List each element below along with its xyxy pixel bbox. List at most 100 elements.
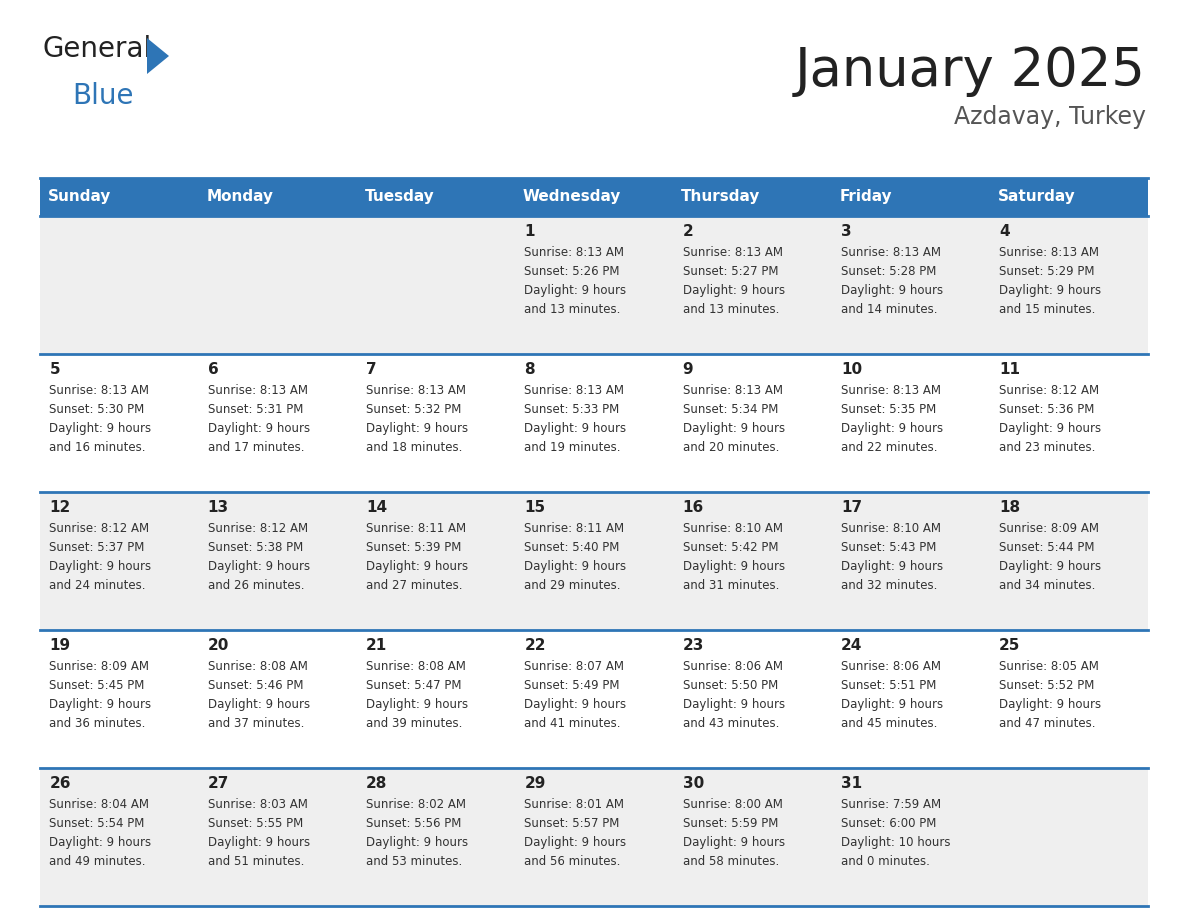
Text: Daylight: 9 hours: Daylight: 9 hours xyxy=(366,560,468,573)
Bar xyxy=(674,630,832,768)
Text: and 51 minutes.: and 51 minutes. xyxy=(208,855,304,868)
Text: and 37 minutes.: and 37 minutes. xyxy=(208,717,304,730)
Bar xyxy=(40,178,198,216)
Text: Sunrise: 8:02 AM: Sunrise: 8:02 AM xyxy=(366,798,466,811)
Text: Sunset: 5:31 PM: Sunset: 5:31 PM xyxy=(208,403,303,416)
Text: 6: 6 xyxy=(208,362,219,377)
Bar xyxy=(832,354,990,492)
Text: Sunset: 5:37 PM: Sunset: 5:37 PM xyxy=(50,541,145,554)
Text: 15: 15 xyxy=(524,500,545,515)
Text: 19: 19 xyxy=(50,638,70,653)
Text: Sunset: 5:30 PM: Sunset: 5:30 PM xyxy=(50,403,145,416)
Text: Daylight: 9 hours: Daylight: 9 hours xyxy=(999,422,1101,435)
Text: Daylight: 9 hours: Daylight: 9 hours xyxy=(208,560,310,573)
Text: and 36 minutes.: and 36 minutes. xyxy=(50,717,146,730)
Text: Daylight: 9 hours: Daylight: 9 hours xyxy=(841,422,943,435)
Text: 17: 17 xyxy=(841,500,862,515)
Text: 24: 24 xyxy=(841,638,862,653)
Bar xyxy=(198,768,356,906)
Text: Sunrise: 8:11 AM: Sunrise: 8:11 AM xyxy=(366,522,466,535)
Text: 2: 2 xyxy=(683,224,694,239)
Text: 16: 16 xyxy=(683,500,703,515)
Text: 31: 31 xyxy=(841,776,862,791)
Text: Sunday: Sunday xyxy=(48,189,112,205)
Text: Sunset: 5:38 PM: Sunset: 5:38 PM xyxy=(208,541,303,554)
Text: and 45 minutes.: and 45 minutes. xyxy=(841,717,937,730)
Text: Sunset: 5:46 PM: Sunset: 5:46 PM xyxy=(208,679,303,692)
Text: Daylight: 9 hours: Daylight: 9 hours xyxy=(841,698,943,711)
Bar xyxy=(356,768,514,906)
Bar xyxy=(356,630,514,768)
Text: Daylight: 9 hours: Daylight: 9 hours xyxy=(683,422,785,435)
Text: Daylight: 9 hours: Daylight: 9 hours xyxy=(524,836,626,849)
Bar xyxy=(514,630,674,768)
Text: 1: 1 xyxy=(524,224,535,239)
Text: 13: 13 xyxy=(208,500,229,515)
Text: Sunrise: 8:13 AM: Sunrise: 8:13 AM xyxy=(524,384,625,397)
Text: 27: 27 xyxy=(208,776,229,791)
Text: 14: 14 xyxy=(366,500,387,515)
Text: Sunset: 5:34 PM: Sunset: 5:34 PM xyxy=(683,403,778,416)
Bar xyxy=(514,178,674,216)
Text: Sunset: 5:28 PM: Sunset: 5:28 PM xyxy=(841,265,936,278)
Text: 8: 8 xyxy=(524,362,535,377)
Text: Sunrise: 8:13 AM: Sunrise: 8:13 AM xyxy=(208,384,308,397)
Bar xyxy=(198,178,356,216)
Text: Sunrise: 8:08 AM: Sunrise: 8:08 AM xyxy=(208,660,308,673)
Text: Sunrise: 8:09 AM: Sunrise: 8:09 AM xyxy=(999,522,1099,535)
Bar xyxy=(674,492,832,630)
Bar xyxy=(198,492,356,630)
Bar xyxy=(990,354,1148,492)
Text: 9: 9 xyxy=(683,362,694,377)
Text: Sunset: 5:45 PM: Sunset: 5:45 PM xyxy=(50,679,145,692)
Text: 29: 29 xyxy=(524,776,545,791)
Text: Sunset: 5:39 PM: Sunset: 5:39 PM xyxy=(366,541,461,554)
Bar xyxy=(990,768,1148,906)
Bar xyxy=(40,768,198,906)
Text: and 18 minutes.: and 18 minutes. xyxy=(366,441,462,454)
Bar xyxy=(40,630,198,768)
Text: 25: 25 xyxy=(999,638,1020,653)
Text: 28: 28 xyxy=(366,776,387,791)
Bar xyxy=(356,216,514,354)
Text: and 58 minutes.: and 58 minutes. xyxy=(683,855,779,868)
Text: 3: 3 xyxy=(841,224,852,239)
Text: Sunrise: 8:12 AM: Sunrise: 8:12 AM xyxy=(50,522,150,535)
Bar xyxy=(832,216,990,354)
Text: 23: 23 xyxy=(683,638,704,653)
Text: Sunrise: 8:10 AM: Sunrise: 8:10 AM xyxy=(683,522,783,535)
Text: 12: 12 xyxy=(50,500,71,515)
Text: Sunrise: 8:13 AM: Sunrise: 8:13 AM xyxy=(524,246,625,259)
Text: Sunrise: 8:12 AM: Sunrise: 8:12 AM xyxy=(999,384,1099,397)
Text: and 34 minutes.: and 34 minutes. xyxy=(999,579,1095,592)
Text: Daylight: 9 hours: Daylight: 9 hours xyxy=(683,284,785,297)
Text: Daylight: 9 hours: Daylight: 9 hours xyxy=(50,698,152,711)
Bar xyxy=(832,630,990,768)
Text: Daylight: 9 hours: Daylight: 9 hours xyxy=(999,560,1101,573)
Text: and 0 minutes.: and 0 minutes. xyxy=(841,855,930,868)
Text: and 31 minutes.: and 31 minutes. xyxy=(683,579,779,592)
Text: and 27 minutes.: and 27 minutes. xyxy=(366,579,462,592)
Text: Sunrise: 7:59 AM: Sunrise: 7:59 AM xyxy=(841,798,941,811)
Text: Sunset: 5:32 PM: Sunset: 5:32 PM xyxy=(366,403,461,416)
Bar xyxy=(514,354,674,492)
Text: Tuesday: Tuesday xyxy=(365,189,435,205)
Bar xyxy=(832,768,990,906)
Text: Sunset: 5:26 PM: Sunset: 5:26 PM xyxy=(524,265,620,278)
Bar xyxy=(198,630,356,768)
Text: Sunrise: 8:13 AM: Sunrise: 8:13 AM xyxy=(366,384,466,397)
Text: Daylight: 9 hours: Daylight: 9 hours xyxy=(50,836,152,849)
Text: Sunset: 5:57 PM: Sunset: 5:57 PM xyxy=(524,817,620,830)
Text: 4: 4 xyxy=(999,224,1010,239)
Text: 7: 7 xyxy=(366,362,377,377)
Text: Sunset: 5:55 PM: Sunset: 5:55 PM xyxy=(208,817,303,830)
Text: 11: 11 xyxy=(999,362,1020,377)
Bar xyxy=(40,492,198,630)
Text: Daylight: 9 hours: Daylight: 9 hours xyxy=(208,422,310,435)
Text: and 32 minutes.: and 32 minutes. xyxy=(841,579,937,592)
Text: Sunset: 5:54 PM: Sunset: 5:54 PM xyxy=(50,817,145,830)
Text: and 19 minutes.: and 19 minutes. xyxy=(524,441,621,454)
Text: 5: 5 xyxy=(50,362,61,377)
Text: and 53 minutes.: and 53 minutes. xyxy=(366,855,462,868)
Text: Sunset: 5:49 PM: Sunset: 5:49 PM xyxy=(524,679,620,692)
